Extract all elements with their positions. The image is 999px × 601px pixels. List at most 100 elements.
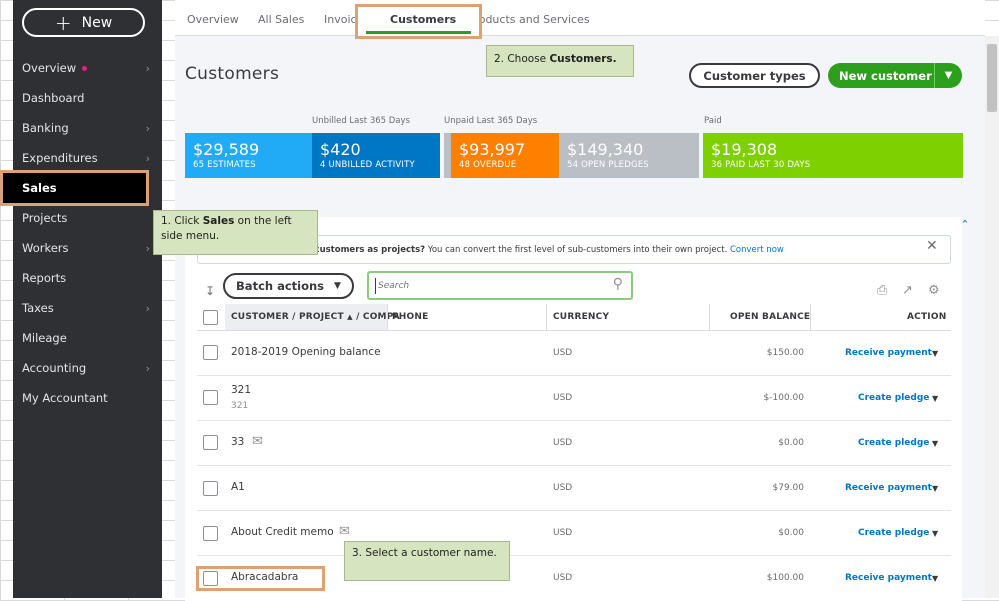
scrollbar-thumb[interactable] [987, 44, 997, 112]
sidebar-item-mileage[interactable]: Mileage [22, 331, 67, 345]
caret-down-icon[interactable]: ▼ [932, 439, 939, 448]
money-bar-paid[interactable]: $19,308 36 PAID LAST 30 DAYS [703, 133, 963, 178]
sidebar-item-projects[interactable]: Projects [22, 211, 68, 225]
print-icon[interactable]: ⎙ [877, 283, 888, 298]
chevron-right-icon: › [145, 301, 150, 315]
customer-name[interactable]: Abracadabra [231, 571, 299, 583]
search-input[interactable] [375, 278, 595, 294]
currency-cell: USD [553, 393, 573, 403]
column-header-currency[interactable]: CURRENCY [553, 312, 610, 322]
sidebar-item-accounting[interactable]: Accounting › [22, 361, 150, 375]
select-all-checkbox[interactable] [203, 310, 218, 325]
open-balance-cell: $-100.00 [763, 393, 804, 403]
chevron-down-icon[interactable]: ▼ [944, 70, 953, 81]
money-bar-estimates[interactable]: $29,589 65 ESTIMATES [185, 133, 312, 178]
page-scrollbar[interactable] [985, 36, 999, 598]
receive-payment-link[interactable]: Receive payment [845, 348, 932, 358]
money-bar-unbilled-header: Unbilled Last 365 Days [312, 116, 410, 126]
sidebar-item-banking[interactable]: Banking › [22, 121, 150, 135]
caret-down-icon[interactable]: ▼ [932, 484, 939, 493]
caret-down-icon: ▼ [334, 281, 341, 291]
instruction-callout-2: 2. Choose Customers. [486, 45, 634, 77]
sidebar-item-workers[interactable]: Workers › [22, 241, 150, 255]
caret-down-icon[interactable]: ▼ [932, 349, 939, 358]
chevron-right-icon: › [145, 241, 150, 255]
money-bar-unpaid-header: Unpaid Last 365 Days [444, 116, 538, 126]
plus-icon: + [54, 10, 72, 35]
search-icon[interactable]: ⚲ [612, 276, 623, 292]
search-box: ⚲ [367, 271, 633, 300]
column-header-phone[interactable]: PHONE [392, 312, 429, 322]
new-button[interactable]: + New [22, 8, 145, 37]
company-name: 321 [231, 401, 249, 411]
row-checkbox[interactable] [203, 526, 218, 541]
column-header-open-balance[interactable]: OPEN BALANCE [730, 312, 811, 322]
row-checkbox[interactable] [203, 435, 218, 450]
create-pledge-link[interactable]: Create pledge [858, 393, 930, 403]
sidebar-item-sales[interactable] [0, 170, 149, 206]
close-icon[interactable]: ✕ [926, 238, 938, 254]
create-pledge-link[interactable]: Create pledge [858, 438, 930, 448]
sidebar-item-taxes[interactable]: Taxes › [22, 301, 150, 315]
left-nav-sidebar [13, 0, 162, 598]
money-bar-open-pledges[interactable]: $149,340 54 OPEN PLEDGES [559, 133, 699, 178]
gear-icon[interactable]: ⚙ [928, 283, 940, 298]
customer-highlight [196, 566, 325, 591]
convert-now-link[interactable]: Convert now [730, 244, 784, 255]
chevron-right-icon: › [145, 61, 150, 75]
sidebar-item-reports[interactable]: Reports [22, 271, 67, 285]
row-checkbox[interactable] [203, 390, 218, 405]
money-bar-unbilled-activity[interactable]: $420 4 UNBILLED ACTIVITY [312, 133, 440, 178]
tab-all-sales[interactable]: All Sales [258, 13, 305, 26]
tab-overview[interactable]: Overview [187, 13, 239, 26]
sidebar-item-sales-label: Sales [22, 181, 57, 195]
receive-payment-link[interactable]: Receive payment [845, 573, 932, 583]
sorted-column-bg [225, 304, 387, 330]
receive-payment-link[interactable]: Receive payment [845, 483, 932, 493]
column-header-customer[interactable]: CUSTOMER / PROJECT ▲ / COMPA [231, 312, 400, 322]
caret-down-icon[interactable]: ▼ [932, 574, 939, 583]
new-customer-button[interactable]: New customer ▼ [828, 63, 962, 88]
sidebar-item-my-accountant[interactable]: My Accountant [22, 391, 108, 405]
sidebar-item-dashboard[interactable]: Dashboard [22, 91, 85, 105]
instruction-callout-3: 3. Select a customer name. [344, 541, 510, 581]
row-checkbox[interactable] [203, 345, 218, 360]
row-checkbox[interactable] [203, 571, 218, 586]
chevron-right-icon: › [145, 121, 150, 135]
money-bar-paid-header: Paid [704, 116, 722, 126]
page-title: Customers [185, 64, 280, 84]
open-balance-cell: $0.00 [778, 438, 804, 448]
caret-down-icon[interactable]: ▼ [932, 529, 939, 538]
sort-ascending-icon: ▲ [347, 313, 353, 321]
currency-cell: USD [553, 528, 573, 538]
currency-cell: USD [553, 483, 573, 493]
mail-icon[interactable]: ✉ [339, 524, 350, 539]
row-checkbox[interactable] [203, 481, 218, 496]
currency-cell: USD [553, 573, 573, 583]
customer-types-button[interactable]: Customer types [689, 63, 820, 88]
chevron-up-icon[interactable]: ⌃ [960, 218, 970, 231]
mail-icon[interactable]: ✉ [252, 434, 263, 449]
money-bar-overdue[interactable]: $93,997 48 OVERDUE [444, 133, 559, 178]
notification-dot-icon [82, 66, 88, 71]
sidebar-item-overview[interactable]: Overview › [22, 61, 150, 75]
batch-actions-button[interactable]: Batch actions ▼ [223, 273, 354, 299]
table-header [197, 304, 951, 331]
create-pledge-link[interactable]: Create pledge [858, 528, 930, 538]
open-balance-cell: $79.00 [772, 483, 805, 493]
export-icon[interactable]: ↗ [902, 283, 913, 298]
customer-name[interactable]: 2018-2019 Opening balance [231, 346, 381, 358]
sidebar-item-expenditures[interactable]: Expenditures › [22, 151, 150, 165]
open-balance-cell: $150.00 [766, 348, 804, 358]
caret-down-icon[interactable]: ▼ [932, 394, 939, 403]
customer-name[interactable]: 33 [231, 436, 245, 448]
sales-tab-bar [175, 0, 985, 36]
customer-name[interactable]: A1 [231, 481, 245, 493]
currency-cell: USD [553, 348, 573, 358]
convert-projects-banner: -customers as projects? You can convert … [197, 235, 951, 264]
customer-name[interactable]: 321 [231, 384, 252, 396]
customer-name[interactable]: About Credit memo [231, 526, 334, 538]
sort-arrow-icon[interactable]: ↧ [205, 284, 216, 298]
tab-products-and-services[interactable]: Products and Services [468, 13, 590, 26]
tab-customers[interactable]: Customers [390, 13, 457, 26]
